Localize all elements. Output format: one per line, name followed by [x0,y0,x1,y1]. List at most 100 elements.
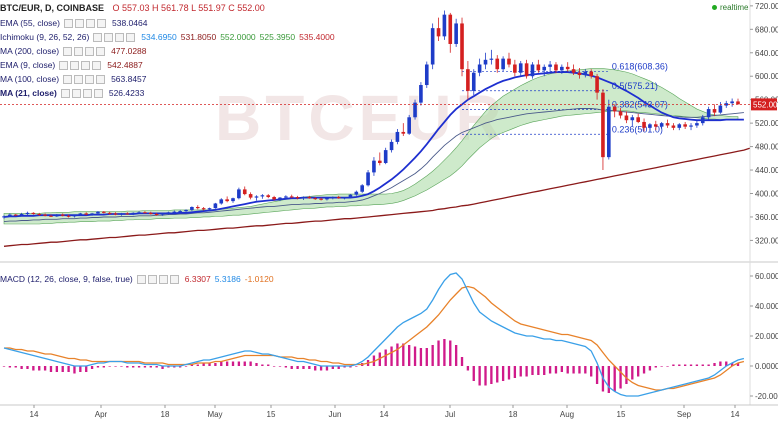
candle-body[interactable] [242,189,247,195]
candle-body[interactable] [284,196,288,198]
candle-body[interactable] [548,64,552,67]
candle-body[interactable] [424,64,429,86]
candle-body[interactable] [72,215,77,217]
candle-body[interactable] [454,23,458,44]
symbol-title[interactable]: BTC/EUR, D, COINBASE [0,3,105,13]
candle-body[interactable] [471,72,476,91]
candle-body[interactable] [113,213,118,215]
candle-body[interactable] [389,141,394,151]
candle-body[interactable] [477,64,482,73]
candle-body[interactable] [695,123,699,126]
candle-body[interactable] [25,212,30,215]
candle-body[interactable] [642,121,646,128]
candle-body[interactable] [195,206,200,209]
settings-icon[interactable] [74,47,84,57]
close-icon[interactable] [85,47,95,57]
candle-body[interactable] [278,197,282,200]
candle-body[interactable] [577,72,582,76]
candle-body[interactable] [607,106,611,158]
candle-body[interactable] [407,117,411,134]
candle-body[interactable] [78,213,83,216]
candle-body[interactable] [66,215,71,217]
candle-body[interactable] [319,198,323,200]
candle-body[interactable] [524,63,529,77]
more-icon[interactable] [93,89,103,99]
candle-body[interactable] [565,66,570,70]
candle-body[interactable] [372,160,376,173]
candle-body[interactable] [560,66,564,71]
candle-body[interactable] [131,212,135,215]
candle-body[interactable] [143,212,147,214]
indicator-row[interactable]: MA (200, close) 477.0288 [0,45,147,58]
candle-body[interactable] [37,214,42,216]
eye-icon[interactable] [63,47,73,57]
indicator-row[interactable]: EMA (9, close) 542.4887 [0,59,143,72]
settings-icon[interactable] [147,275,157,285]
eye-icon[interactable] [63,75,73,85]
candle-body[interactable] [624,115,629,121]
candle-body[interactable] [225,199,229,202]
candle-body[interactable] [401,131,406,134]
candle-body[interactable] [31,212,36,215]
candle-body[interactable] [466,69,470,91]
settings-icon[interactable] [74,75,84,85]
candle-body[interactable] [507,58,511,65]
candle-body[interactable] [172,211,177,213]
candle-body[interactable] [96,211,100,214]
candle-body[interactable] [295,197,300,199]
indicator-controls[interactable] [59,59,103,72]
candle-body[interactable] [413,102,417,118]
candle-body[interactable] [289,196,294,198]
indicator-row[interactable]: MA (21, close) 526.4233 [0,87,144,100]
indicator-row[interactable]: Ichimoku (9, 26, 52, 26) 534.6950 531.8050… [0,31,335,44]
candle-body[interactable] [119,213,124,215]
candle-body[interactable] [419,85,423,103]
more-icon[interactable] [169,275,179,285]
candle-body[interactable] [618,111,623,116]
candle-body[interactable] [254,196,259,198]
candle-body[interactable] [689,125,693,127]
macd-legend-row[interactable]: MACD (12, 26, close, 9, false, true) 6.33… [0,273,274,286]
close-icon[interactable] [158,275,168,285]
candle-body[interactable] [501,58,505,70]
candle-body[interactable] [724,103,729,106]
more-icon[interactable] [126,33,136,43]
candle-body[interactable] [448,14,453,44]
candle-body[interactable] [55,214,59,217]
candle-body[interactable] [313,198,318,200]
candle-body[interactable] [571,69,576,73]
candle-body[interactable] [19,214,24,216]
candle-body[interactable] [636,117,640,122]
candle-body[interactable] [102,211,106,213]
candle-body[interactable] [430,28,435,65]
candle-body[interactable] [166,212,171,214]
candle-body[interactable] [307,197,312,199]
candle-body[interactable] [43,214,47,216]
candle-body[interactable] [518,63,523,73]
candle-body[interactable] [266,195,271,198]
more-icon[interactable] [96,47,106,57]
close-icon[interactable] [81,61,91,71]
candle-body[interactable] [706,109,711,118]
candle-body[interactable] [648,124,652,128]
candle-body[interactable] [595,76,599,93]
settings-icon[interactable] [104,33,114,43]
candle-body[interactable] [49,215,53,217]
indicator-controls[interactable] [63,45,107,58]
macd-controls[interactable] [136,273,181,286]
candle-body[interactable] [190,206,194,210]
candle-body[interactable] [237,189,241,199]
candle-body[interactable] [700,117,705,124]
candle-body[interactable] [201,208,206,210]
candle-body[interactable] [213,203,218,209]
candle-body[interactable] [589,71,594,77]
candle-body[interactable] [178,211,182,213]
candle-body[interactable] [536,64,541,71]
candle-body[interactable] [718,105,723,113]
candle-body[interactable] [653,124,658,127]
candle-body[interactable] [583,71,588,76]
candle-body[interactable] [542,66,547,71]
candle-body[interactable] [342,197,347,199]
eye-icon[interactable] [60,89,70,99]
